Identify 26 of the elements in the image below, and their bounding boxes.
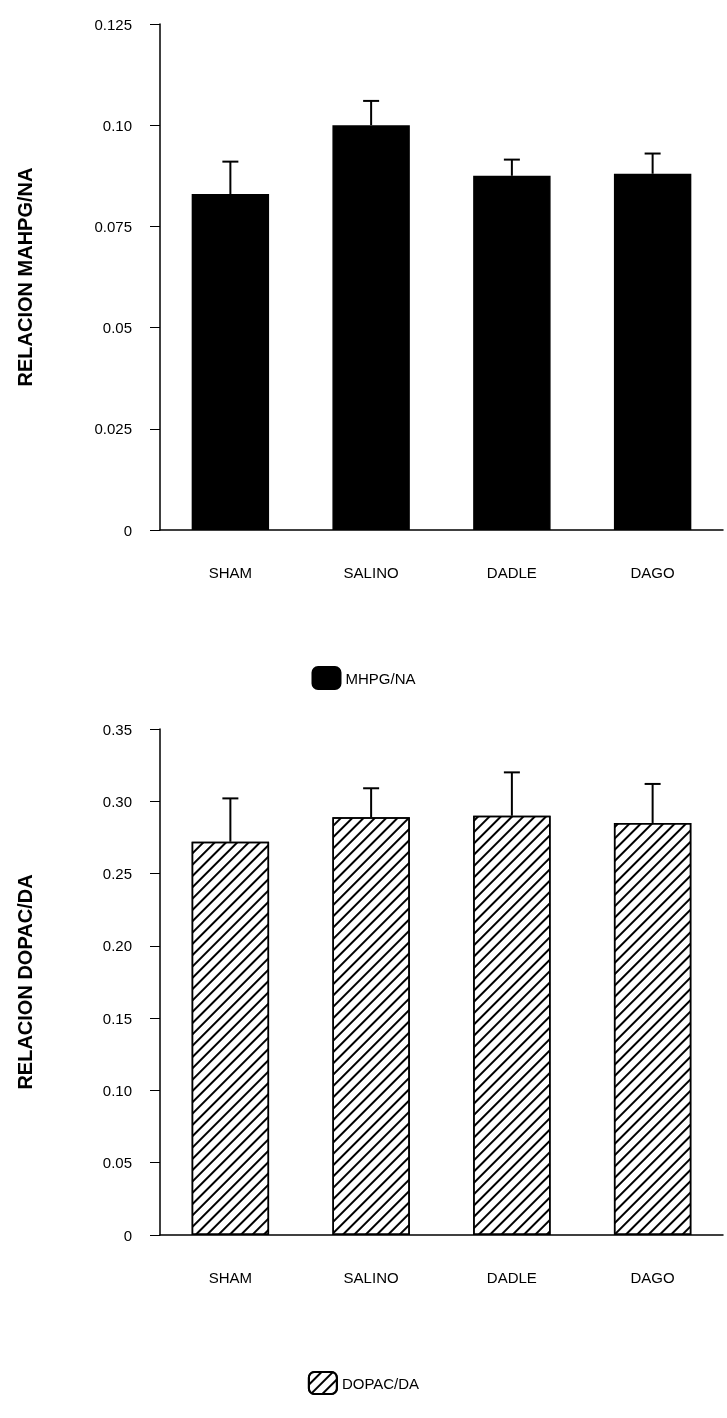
- x-tick-label: SALINO: [343, 1269, 399, 1286]
- y-tick-label: 0.075: [94, 217, 132, 235]
- y-tick-label: 0.05: [102, 319, 132, 337]
- y-tick-label: 0: [123, 1226, 132, 1244]
- x-tick-label: DAGO: [630, 1269, 675, 1286]
- y-tick-label: 0.25: [102, 865, 132, 883]
- legend-label: DOPAC/DA: [341, 1374, 420, 1392]
- x-tick-label: DAGO: [630, 564, 675, 581]
- x-tick-label: DADLE: [486, 564, 537, 581]
- x-tick-label: SHAM: [208, 1269, 253, 1286]
- y-tick-label: 0: [123, 521, 132, 539]
- y-tick-label: 0.05: [102, 1154, 132, 1172]
- x-tick-label: DADLE: [486, 1269, 537, 1286]
- y-tick-label: 0.15: [102, 1009, 132, 1027]
- y-axis-title: RELACION DOPAC/DA: [14, 874, 36, 1090]
- legend-label: MHPG/NA: [345, 669, 416, 687]
- y-tick-label: 0.20: [102, 937, 132, 955]
- y-tick-label: 0.35: [102, 720, 132, 738]
- x-tick-label: SALINO: [343, 564, 399, 581]
- y-tick-label: 0.125: [94, 15, 132, 33]
- x-tick-label: SHAM: [208, 564, 253, 581]
- y-tick-label: 0.30: [102, 792, 132, 810]
- y-tick-label: 0.025: [94, 420, 132, 438]
- y-tick-label: 0.10: [102, 116, 132, 134]
- y-axis-title: RELACION MAHPG/NA: [14, 167, 36, 387]
- y-tick-label: 0.10: [102, 1081, 132, 1099]
